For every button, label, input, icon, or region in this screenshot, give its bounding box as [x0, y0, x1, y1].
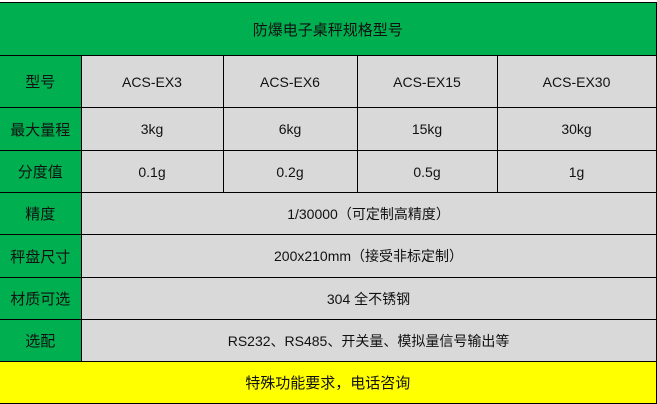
- merged-cell: RS232、RS485、开关量、模拟量信号输出等: [80, 319, 657, 362]
- cell: ACS-EX15: [356, 55, 498, 108]
- merged-cell: 304 全不锈钢: [80, 277, 657, 320]
- table-row: 型号 ACS-EX3 ACS-EX6 ACS-EX15 ACS-EX30: [0, 55, 657, 108]
- merged-cell: 1/30000（可定制高精度）: [80, 192, 657, 235]
- row-label: 精度: [0, 192, 82, 235]
- cell: 0.5g: [356, 150, 498, 193]
- cell: ACS-EX30: [496, 55, 657, 108]
- row-label: 型号: [0, 55, 82, 108]
- cell: 15kg: [356, 107, 498, 151]
- cell: 0.1g: [80, 150, 224, 193]
- table-row: 最大量程 3kg 6kg 15kg 30kg: [0, 107, 657, 151]
- row-label: 分度值: [0, 150, 82, 193]
- cell: 30kg: [496, 107, 657, 151]
- merged-cell: 200x210mm（接受非标定制）: [80, 234, 657, 278]
- table-row: 分度值 0.1g 0.2g 0.5g 1g: [0, 150, 657, 193]
- table-title: 防爆电子桌秤规格型号: [0, 2, 657, 56]
- footer-note: 特殊功能要求，电话咨询: [0, 361, 657, 404]
- table-row: 选配 RS232、RS485、开关量、模拟量信号输出等: [0, 319, 657, 362]
- cell: 3kg: [80, 107, 224, 151]
- cell: 6kg: [222, 107, 358, 151]
- row-label: 最大量程: [0, 107, 82, 151]
- table-row: 材质可选 304 全不锈钢: [0, 277, 657, 320]
- row-label: 秤盘尺寸: [0, 234, 82, 278]
- row-label: 选配: [0, 319, 82, 362]
- cell: ACS-EX6: [222, 55, 358, 108]
- table-row: 精度 1/30000（可定制高精度）: [0, 192, 657, 235]
- cell: ACS-EX3: [80, 55, 224, 108]
- cell: 0.2g: [222, 150, 358, 193]
- table-row: 秤盘尺寸 200x210mm（接受非标定制）: [0, 234, 657, 278]
- row-label: 材质可选: [0, 277, 82, 320]
- cell: 1g: [496, 150, 657, 193]
